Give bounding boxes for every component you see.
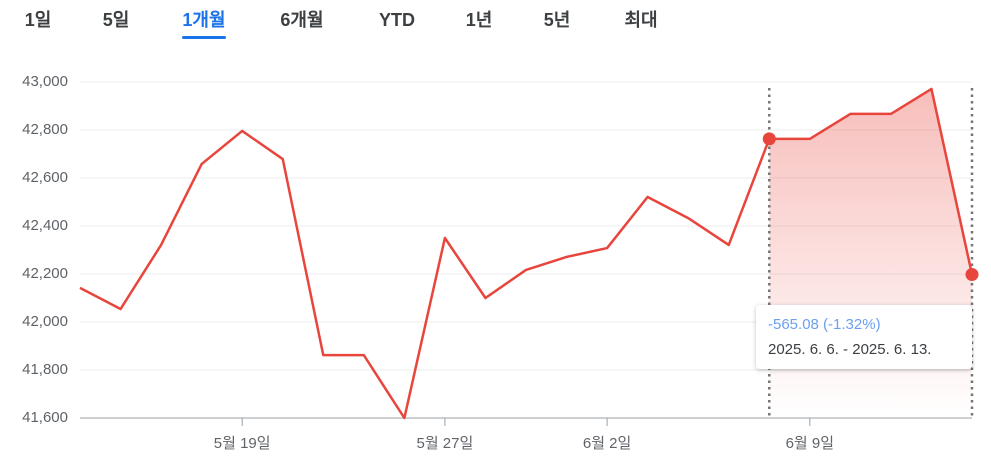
tab[interactable]: 최대 bbox=[624, 10, 657, 30]
x-tick-label: 6월 9일 bbox=[786, 435, 834, 452]
y-tick-label: 42,200 bbox=[22, 265, 68, 282]
y-tick-label: 42,400 bbox=[22, 217, 68, 234]
price-line bbox=[79, 87, 974, 420]
y-tick-label: 42,000 bbox=[22, 313, 68, 330]
x-tick-label: 5월 19일 bbox=[214, 435, 271, 452]
highlight-point bbox=[965, 267, 979, 281]
y-tick-label: 41,600 bbox=[22, 409, 68, 426]
tooltip-change: -565.08 (-1.32%) bbox=[768, 316, 881, 333]
tooltip-range: 2025. 6. 6. - 2025. 6. 13. bbox=[768, 341, 931, 358]
y-tick-label: 41,800 bbox=[22, 361, 68, 378]
tab-underline bbox=[182, 36, 226, 39]
y-tick-label: 43,000 bbox=[22, 73, 68, 90]
highlight-point bbox=[762, 132, 776, 146]
y-tick-label: 42,600 bbox=[22, 169, 68, 186]
y-tick-label: 42,800 bbox=[22, 121, 68, 138]
tab[interactable]: 1개월 bbox=[182, 10, 225, 30]
x-tick-label: 6월 2일 bbox=[583, 435, 631, 452]
x-tick-label: 5월 27일 bbox=[417, 435, 474, 452]
tooltip bbox=[756, 305, 972, 369]
tab[interactable]: 5일 bbox=[103, 10, 130, 30]
tab[interactable]: 6개월 bbox=[280, 10, 323, 30]
tab[interactable]: YTD bbox=[379, 10, 415, 30]
tab[interactable]: 1일 bbox=[25, 10, 52, 30]
tab[interactable]: 5년 bbox=[544, 10, 571, 30]
tab[interactable]: 1년 bbox=[466, 10, 493, 30]
